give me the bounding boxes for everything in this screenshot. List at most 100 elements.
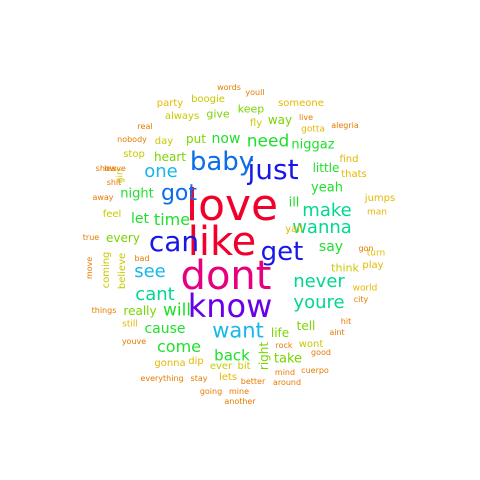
word-45: ever [209, 361, 233, 372]
word-37: every [106, 231, 140, 245]
word-60: find [339, 154, 359, 165]
word-59: lets [218, 372, 238, 383]
word-14: wanna [292, 217, 352, 238]
word-20: come [156, 337, 202, 356]
word-29: little [312, 161, 340, 175]
word-93: cuerpo [301, 366, 329, 375]
word-16: youre [293, 292, 345, 313]
word-92: mind [274, 368, 296, 377]
word-47: day [154, 136, 174, 147]
word-26: now [211, 131, 241, 147]
word-48: stop [123, 149, 145, 160]
word-2: like [187, 219, 257, 265]
word-77: shit [106, 178, 122, 187]
word-1: dont [180, 253, 272, 299]
word-66: still [122, 319, 138, 330]
word-8: got [160, 181, 198, 206]
word-43: think [331, 261, 359, 275]
word-84: youve [121, 337, 147, 346]
word-19: will [162, 300, 192, 321]
word-11: see [134, 261, 166, 282]
word-70: live [298, 113, 314, 122]
word-89: another [224, 397, 256, 406]
word-38: really [123, 304, 157, 318]
word-28: night [120, 186, 154, 202]
word-88: mine [228, 387, 250, 396]
word-73: youll [245, 88, 265, 97]
word-35: put [186, 132, 206, 146]
word-62: jumps [364, 193, 396, 204]
word-34: right [257, 341, 271, 371]
word-53: believe [117, 252, 128, 290]
word-30: ill [288, 195, 300, 211]
word-78: show [95, 164, 117, 173]
word-75: nobody [117, 135, 147, 144]
word-67: man [367, 207, 387, 218]
word-87: going [199, 387, 223, 396]
word-83: things [91, 306, 117, 315]
word-69: gotta [301, 124, 325, 135]
word-90: better [240, 377, 266, 386]
word-31: take [273, 351, 303, 367]
word-52: fly [249, 118, 263, 129]
word-44: wont [298, 339, 324, 350]
word-96: hit [340, 317, 352, 326]
word-79: away [92, 193, 114, 202]
word-0: love [185, 180, 279, 231]
word-50: feel [102, 209, 122, 220]
word-22: back [214, 346, 250, 365]
word-91: around [272, 378, 302, 387]
word-17: say [318, 239, 344, 255]
word-40: give [206, 107, 230, 121]
word-6: just [247, 153, 299, 186]
word-25: let [131, 211, 149, 227]
word-64: party [156, 98, 184, 109]
word-63: someone [278, 98, 324, 109]
word-74: real [137, 122, 153, 131]
word-10: one [144, 161, 178, 182]
word-95: aint [329, 328, 345, 337]
word-41: keep [237, 102, 265, 116]
word-3: know [187, 287, 273, 325]
word-39: way [267, 113, 293, 127]
word-32: tell [296, 319, 316, 333]
word-57: dip [188, 356, 204, 367]
word-46: bit [237, 361, 251, 372]
word-12: cant [135, 284, 175, 305]
word-5: get [260, 237, 304, 267]
word-54: coming [101, 251, 112, 289]
word-61: thats [341, 169, 367, 180]
word-94: good [311, 348, 331, 357]
word-82: bad [134, 254, 150, 263]
word-71: alegria [331, 121, 359, 130]
word-27: niggaz [291, 137, 335, 153]
word-80: true [82, 233, 100, 242]
word-15: never [293, 271, 345, 292]
word-98: city [353, 295, 369, 304]
word-55: play [362, 260, 384, 271]
word-72: words [217, 83, 241, 92]
word-99: gon [358, 244, 374, 253]
word-65: world [352, 283, 378, 294]
word-58: gonna [154, 358, 186, 369]
word-33: life [270, 326, 290, 340]
word-56: yall [285, 224, 303, 235]
word-51: boogie [191, 94, 225, 105]
word-68: turn [366, 248, 386, 259]
word-13: make [302, 200, 352, 221]
word-85: everything [140, 374, 184, 383]
word-97: rock [275, 341, 293, 350]
word-81: move [85, 256, 94, 280]
word-7: baby [189, 147, 255, 177]
word-23: cause [144, 321, 186, 337]
word-86: stay [190, 374, 208, 383]
word-9: want [212, 318, 264, 343]
word-4: can [148, 225, 200, 258]
word-42: always [164, 111, 200, 122]
word-36: heart [154, 150, 186, 164]
word-24: yeah [311, 180, 343, 196]
word-18: need [246, 131, 290, 152]
word-76: leave [104, 164, 126, 173]
word-21: time [153, 210, 191, 229]
